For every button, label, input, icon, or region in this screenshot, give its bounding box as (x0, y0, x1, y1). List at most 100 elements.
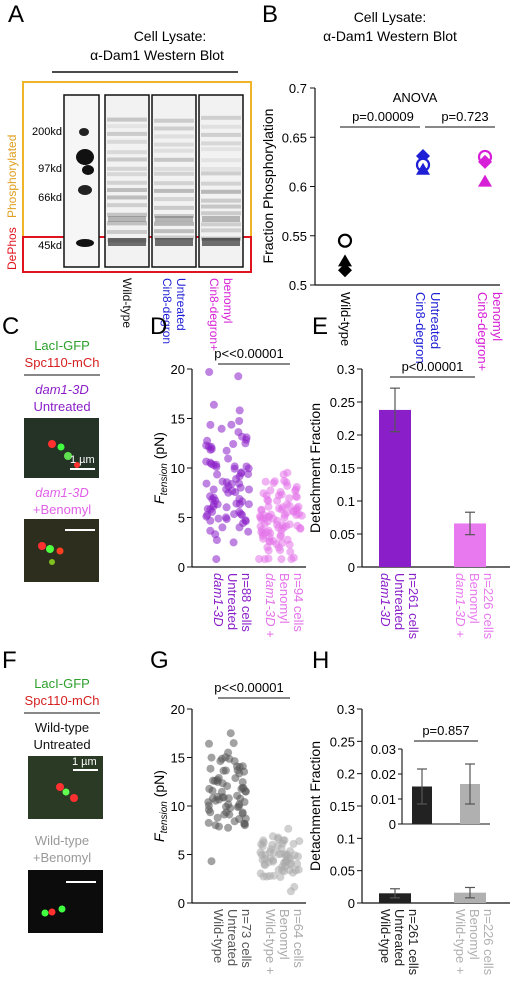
data-point-triangle (416, 162, 430, 175)
x-category-label: Untreated (225, 909, 240, 966)
chart-b: 0.5 0.55 0.6 0.65 0.7 Fraction Phosphorylatio… (260, 81, 505, 371)
data-point (230, 462, 239, 471)
smear-band (201, 228, 241, 233)
panel-f-legend-gfp: LacI-GFP (34, 676, 90, 691)
smear-band (154, 221, 194, 226)
data-point (209, 400, 218, 409)
phos-band (202, 216, 240, 222)
data-point (264, 497, 273, 506)
data-point (241, 814, 250, 823)
data-point (278, 539, 287, 547)
x-category-label: Untreated (225, 573, 240, 630)
data-point (235, 507, 244, 516)
blot-lane-3 (198, 94, 244, 268)
smear-band (154, 181, 194, 186)
data-point (229, 739, 238, 748)
scale-bar-label: 1 µm (70, 454, 95, 466)
y-tick-label: 0.55 (282, 229, 307, 244)
data-point-triangle (338, 254, 352, 267)
data-point (285, 494, 294, 503)
x-category-label: Untreated (392, 573, 407, 630)
data-point (207, 857, 216, 866)
data-point (277, 849, 285, 858)
data-point (274, 865, 283, 874)
panel-d-letter: D (150, 313, 167, 340)
pvalue-label: p=0.723 (441, 109, 488, 124)
smear-band (201, 115, 241, 120)
y-tick-label: 0.1 (337, 494, 355, 509)
y-tick-label: 0.05 (330, 864, 355, 879)
smear-band (201, 141, 241, 146)
smear-band (107, 203, 147, 208)
panel-f-cond2-strain: Wild-type (35, 833, 89, 848)
y-tick-label: 0.3 (337, 362, 355, 377)
data-point (276, 546, 285, 555)
data-point (269, 479, 278, 488)
smear-band (154, 229, 194, 234)
data-point (237, 468, 246, 477)
smear-band (201, 222, 241, 227)
panel-c: C LacI-GFP Spc110-mCh dam1-3D Untreated … (2, 313, 100, 582)
panel-a: A Cell Lysate: α-Dam1 Western Blot Phosp… (5, 1, 252, 351)
data-point (273, 516, 282, 525)
y-tick-label: 5 (178, 511, 185, 526)
data-point (234, 428, 243, 437)
x-category-label: Benomyl (277, 573, 292, 624)
x-category-label: Wild-type + (263, 909, 278, 974)
x-category-label: dam1-3D (211, 573, 226, 626)
smear-band (107, 172, 147, 177)
y-tick-label: 0.15 (330, 461, 355, 476)
smear-band (201, 204, 241, 209)
y-axis-label: Ftension (pN) (151, 770, 170, 842)
data-point (259, 872, 268, 881)
smear-band (107, 195, 147, 200)
data-point (209, 461, 218, 469)
lane-labels: Wild-type Cin8-degron Untreated Cin8-degron… (120, 278, 235, 351)
data-point (279, 470, 288, 479)
smear-band (107, 180, 147, 185)
data-point (285, 540, 294, 549)
ladder-band-66 (78, 185, 92, 195)
y-tick-label: 0.05 (330, 527, 355, 542)
smear-band (154, 214, 194, 219)
panel-c-legend-gfp: LacI-GFP (34, 338, 90, 353)
data-point (238, 808, 247, 817)
data-point (238, 762, 247, 771)
data-point (240, 821, 249, 830)
smear-band (107, 221, 147, 226)
y-tick-label: 5 (178, 848, 185, 863)
ladder-label-200kd: 200kd (32, 126, 62, 138)
x-category-label: Benomyl (277, 909, 292, 960)
panel-b-title-line1: Cell Lysate: (354, 9, 427, 25)
data-point (245, 485, 253, 494)
panel-b-letter: B (262, 1, 278, 28)
smear-band (154, 134, 194, 139)
chart-h: 0 0.05 0.1 0.15 0.2 0.25 0.3 Detachment Fractio… (307, 702, 510, 976)
data-point (206, 526, 215, 535)
y-tick-label: 15 (171, 412, 185, 427)
data-point (264, 502, 273, 511)
data-point (238, 778, 247, 787)
ladder-band-45 (76, 239, 94, 247)
smear-band (154, 142, 194, 147)
panel-e: E 0 0.05 0.1 0.15 0.2 0.25 0.3 Detachment Fract… (307, 313, 510, 640)
y-tick-label: 20 (171, 702, 185, 717)
x-category-label: n=73 cells (239, 909, 254, 968)
data-point (211, 496, 220, 505)
data-point (213, 813, 222, 822)
group-points (255, 468, 306, 564)
data-point (244, 470, 253, 479)
y-tick-label: 0.65 (282, 130, 307, 145)
y-tick-label: 0.6 (289, 180, 307, 195)
dephos-band (108, 238, 146, 246)
data-point (215, 822, 223, 831)
data-point (283, 508, 292, 517)
data-point (203, 436, 212, 445)
panel-e-letter: E (312, 313, 328, 340)
y-tick-label: 0 (348, 896, 355, 911)
ladder-band-200 (79, 128, 89, 136)
lane-label: Untreated (174, 278, 188, 331)
smear-band (201, 147, 241, 152)
dephos-label: DePhos (5, 227, 19, 270)
data-point (222, 446, 231, 455)
